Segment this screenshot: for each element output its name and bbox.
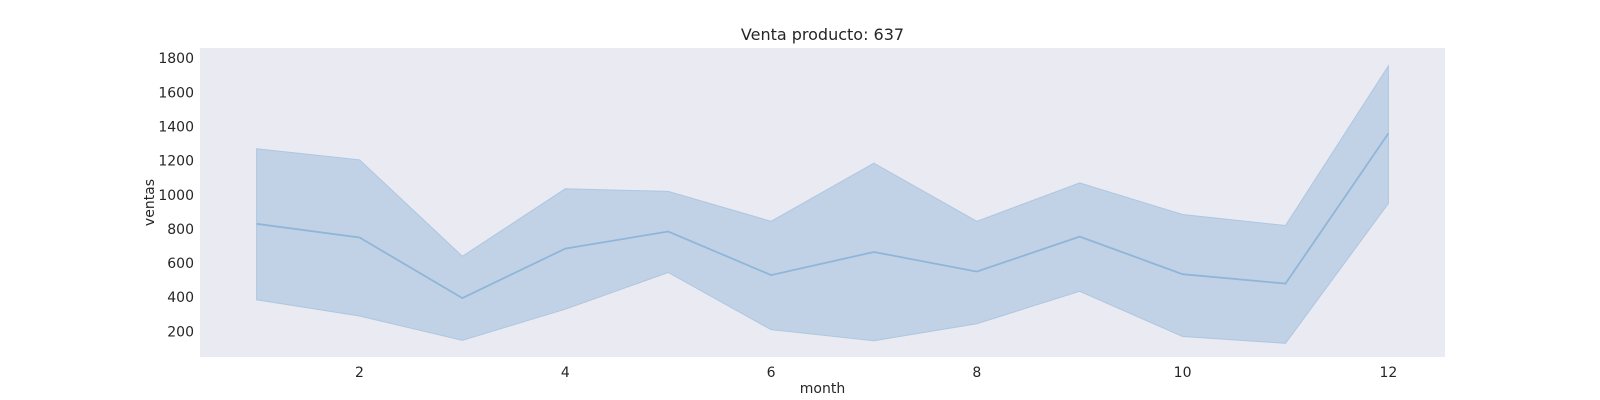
x-axis-ticks: 2 4 6 8 10 12 xyxy=(355,365,1397,381)
y-axis-title: ventas xyxy=(142,179,158,226)
line-layer xyxy=(256,132,1390,300)
confidence-band-layer xyxy=(256,64,1389,344)
x-axis-title: month xyxy=(800,381,845,397)
y-tick-label: 800 xyxy=(167,222,194,238)
confidence-band xyxy=(256,64,1389,344)
x-tick-label: 10 xyxy=(1174,365,1192,381)
y-tick-label: 400 xyxy=(167,290,194,306)
x-tick-label: 6 xyxy=(767,365,776,381)
series-line xyxy=(256,132,1390,300)
x-tick-label: 2 xyxy=(355,365,364,381)
y-tick-label: 1000 xyxy=(158,188,194,204)
x-tick-label: 12 xyxy=(1379,365,1397,381)
y-tick-label: 1800 xyxy=(158,51,194,67)
y-tick-label: 1200 xyxy=(158,154,194,170)
y-tick-label: 200 xyxy=(167,324,194,340)
x-tick-label: 4 xyxy=(561,365,570,381)
chart-title: Venta producto: 637 xyxy=(741,25,904,44)
y-tick-label: 1600 xyxy=(158,85,194,101)
y-tick-label: 600 xyxy=(167,256,194,272)
y-axis-ticks: 200 400 600 800 1000 1200 1400 1600 1800 xyxy=(158,51,194,340)
x-tick-label: 8 xyxy=(972,365,981,381)
y-tick-label: 1400 xyxy=(158,120,194,136)
